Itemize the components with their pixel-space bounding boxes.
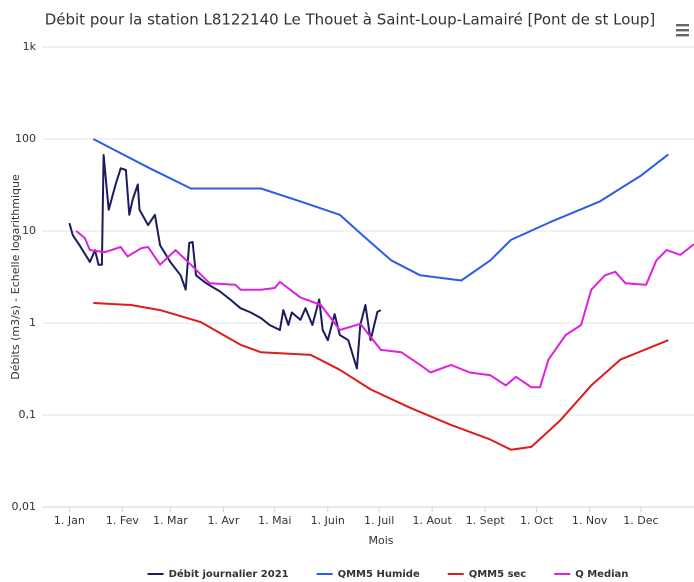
x-tick-label: 1. Mar xyxy=(153,514,188,527)
menu-bar xyxy=(676,29,689,32)
series-line xyxy=(93,302,669,451)
legend: Débit journalier 2021 QMM5 Humide QMM5 sec… xyxy=(147,568,628,580)
legend-item: Débit journalier 2021 xyxy=(147,568,289,580)
x-tick-label: 1. Oct xyxy=(520,514,554,527)
legend-text: Q Median xyxy=(575,569,628,580)
legend-text: QMM5 Humide xyxy=(338,569,420,580)
y-tick-label: 1k xyxy=(23,40,37,53)
x-tick-label: 1. Avr xyxy=(207,514,239,527)
x-tick-label: 1. Juin xyxy=(311,514,345,527)
x-tick-label: 1. Nov xyxy=(572,514,608,527)
y-tick-label: 1 xyxy=(29,316,36,329)
x-tick-label: 1. Fev xyxy=(106,514,139,527)
y-axis-title: Débits (m3/s) - Echelle logarithmique xyxy=(9,174,22,380)
y-tick-label: 100 xyxy=(15,132,36,145)
x-tick-label: 1. Aout xyxy=(413,514,453,527)
legend-text: QMM5 sec xyxy=(469,569,527,580)
legend-item: QMM5 sec xyxy=(447,569,527,580)
legend-item: QMM5 Humide xyxy=(316,569,420,580)
y-tick-label: 10 xyxy=(22,224,36,237)
menu-icon[interactable] xyxy=(676,24,689,37)
x-axis-title: Mois xyxy=(368,534,393,547)
y-tick-label: 0,01 xyxy=(12,500,37,513)
legend-text: Débit journalier 2021 xyxy=(169,568,289,580)
x-tick-label: 1. Juil xyxy=(364,514,394,527)
x-tick-label: 1. Sept xyxy=(466,514,506,527)
legend-item: Q Median xyxy=(554,569,628,580)
x-tick-label: 1. Dec xyxy=(623,514,658,527)
series-line xyxy=(68,154,382,370)
series-line xyxy=(92,138,669,282)
series-line xyxy=(75,230,694,389)
x-tick-label: 1. Jan xyxy=(54,514,85,527)
x-tick-label: 1. Mai xyxy=(258,514,291,527)
y-tick-label: 0,1 xyxy=(19,408,37,421)
menu-bar xyxy=(676,24,689,27)
chart-title: Débit pour la station L8122140 Le Thouet… xyxy=(45,11,656,29)
menu-bar xyxy=(676,34,689,37)
